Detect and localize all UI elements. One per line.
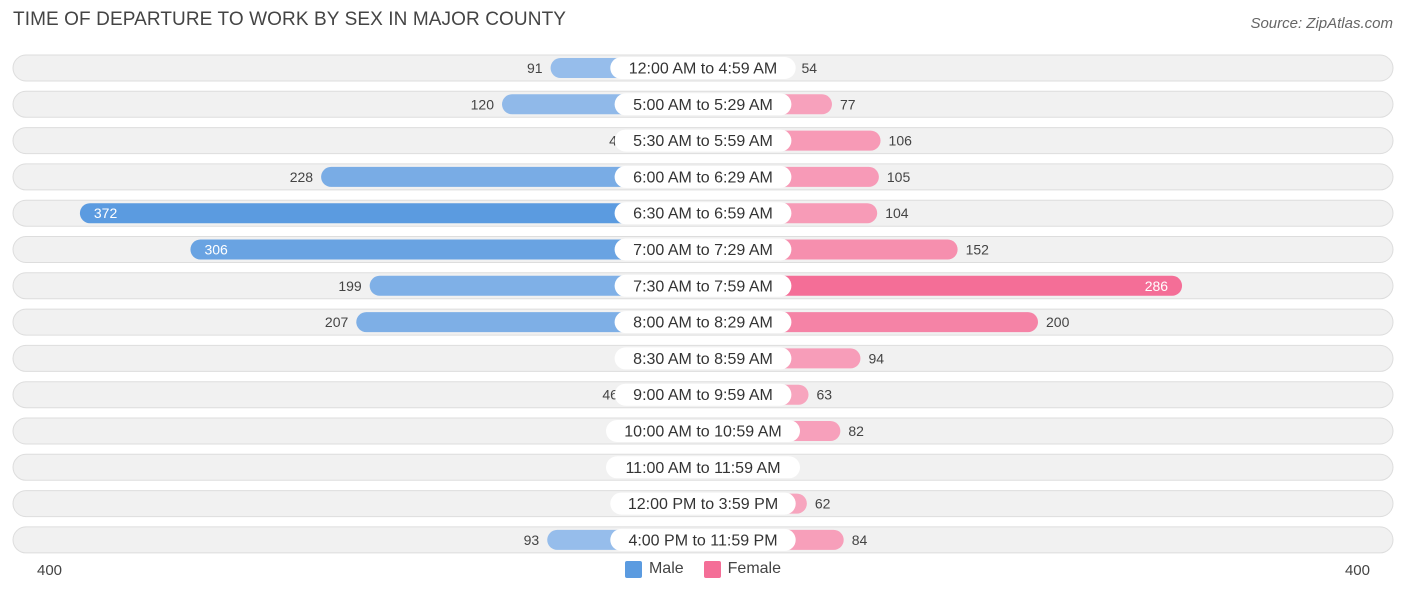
label-female-value: 104 [885, 205, 909, 221]
label-male-value: 120 [471, 96, 495, 112]
category-label: 12:00 PM to 3:59 PM [628, 496, 778, 513]
category-label-background [614, 347, 792, 370]
category-label-background [614, 311, 792, 334]
category-label-background [610, 57, 796, 79]
label-male-value: 199 [338, 278, 362, 294]
category-label: 7:30 AM to 7:59 AM [633, 278, 773, 295]
category-label-background [614, 238, 792, 261]
label-female-value: 105 [887, 169, 911, 185]
category-label-background [614, 274, 792, 297]
legend-swatch-female [703, 560, 721, 578]
category-label: 8:30 AM to 8:59 AM [633, 351, 773, 368]
legend-label-female: Female [727, 560, 782, 577]
label-female-value: 54 [801, 60, 817, 76]
bar-male [79, 203, 703, 224]
label-male-value: 228 [290, 169, 314, 185]
category-label-background [614, 129, 792, 152]
label-female-value: 94 [868, 350, 884, 366]
bar-female [703, 275, 1183, 296]
category-label: 6:00 AM to 6:29 AM [633, 169, 773, 186]
label-female-value: 152 [966, 242, 990, 258]
category-label-background [606, 456, 800, 479]
category-label: 5:00 AM to 5:29 AM [633, 97, 773, 114]
label-female-value: 82 [848, 423, 864, 439]
label-male-value: 207 [325, 314, 349, 330]
label-male-value: 372 [94, 205, 118, 221]
label-female-value: 286 [1145, 278, 1169, 294]
label-male-value: 91 [527, 60, 543, 76]
label-female-value: 77 [840, 96, 856, 112]
category-label: 9:00 AM to 9:59 AM [633, 387, 773, 404]
category-label: 4:00 PM to 11:59 PM [628, 532, 777, 549]
category-label-background [606, 420, 800, 442]
category-label: 11:00 AM to 11:59 AM [625, 460, 780, 477]
category-label-background [614, 165, 792, 188]
bar-male [190, 239, 703, 260]
label-male-value: 93 [524, 532, 540, 548]
label-female-value: 63 [817, 387, 833, 403]
chart-source: Source: ZipAtlas.com [1250, 15, 1393, 32]
legend-item-male: Male [624, 560, 684, 578]
category-label: 10:00 AM to 10:59 AM [624, 424, 781, 441]
category-label-background [614, 383, 792, 406]
label-female-value: 84 [852, 532, 868, 548]
category-label: 6:30 AM to 6:59 AM [633, 206, 773, 223]
axis-left-label: 400 [37, 562, 63, 579]
label-female-value: 200 [1046, 314, 1070, 330]
category-label: 12:00 AM to 4:59 AM [629, 61, 778, 78]
label-male-value: 46 [602, 387, 618, 403]
label-female-value: 106 [889, 133, 913, 149]
category-label-background [614, 202, 792, 225]
category-label: 5:30 AM to 5:59 AM [633, 133, 773, 150]
category-label-background [610, 528, 796, 551]
category-label-background [610, 492, 796, 515]
label-male-value: 306 [204, 242, 228, 258]
category-label-background [614, 93, 792, 116]
chart-title: TIME OF DEPARTURE TO WORK BY SEX IN MAJO… [13, 9, 567, 30]
legend: Male Female [0, 560, 1406, 578]
legend-label-male: Male [648, 560, 684, 577]
bar-male [321, 166, 703, 187]
category-label: 7:00 AM to 7:29 AM [633, 242, 773, 259]
legend-swatch-male [624, 560, 642, 578]
axis-right-label: 400 [1344, 562, 1370, 579]
category-label: 8:00 AM to 8:29 AM [633, 315, 773, 332]
legend-item-female: Female [703, 560, 782, 578]
label-female-value: 62 [815, 496, 831, 512]
